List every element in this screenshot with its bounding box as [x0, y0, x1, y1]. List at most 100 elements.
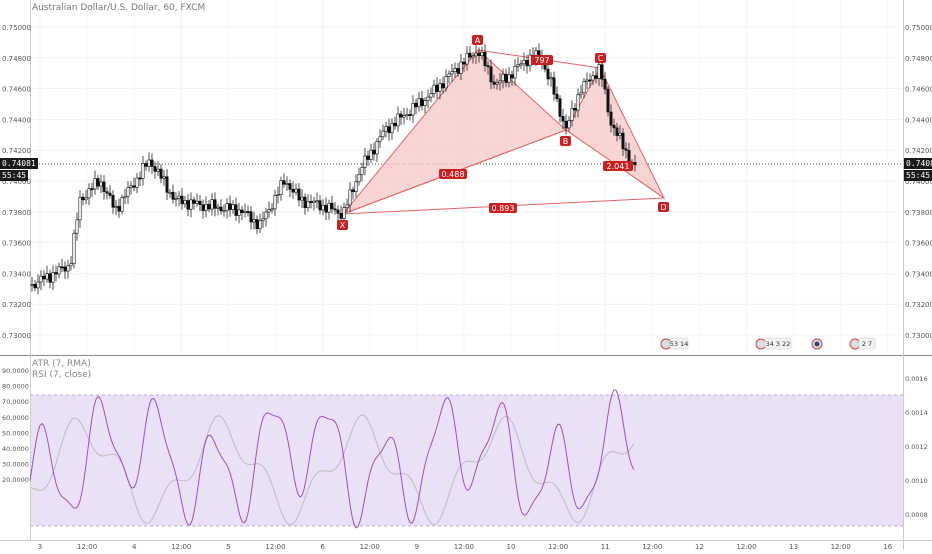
candle-body — [180, 195, 184, 205]
rsi-axis-label: 90.0000 — [2, 367, 29, 375]
candle-body — [84, 197, 88, 201]
candle-body — [270, 208, 274, 211]
candle-body — [96, 178, 100, 187]
candle-body — [333, 208, 337, 211]
candle-body — [372, 149, 376, 155]
point-c-label: C — [598, 54, 604, 63]
candle-body — [315, 200, 319, 203]
candle-body — [186, 200, 190, 210]
candle-body — [381, 130, 385, 138]
price-axis-label: 0.73600 — [905, 240, 932, 248]
price-axis-label: 0.74600 — [905, 86, 932, 94]
candle-body — [360, 167, 364, 175]
candle-body — [477, 52, 481, 57]
candle-body — [321, 204, 325, 211]
last-price-tag-left: 0.74081 — [0, 158, 38, 169]
time-axis-label: 12:00 — [171, 543, 191, 550]
point-a-label: A — [475, 36, 481, 45]
candle-body — [423, 100, 427, 107]
atr-axis-label: 0.0008 — [905, 511, 928, 519]
time-axis-label: 12 — [695, 543, 704, 550]
candle-body — [129, 185, 133, 188]
candle-body — [312, 200, 316, 203]
candle-body — [216, 206, 220, 209]
candle-body — [168, 191, 172, 194]
price-axis-label-left: 0.75000 — [2, 24, 31, 32]
candle-body — [507, 74, 511, 83]
price-axis-label-left: 0.74000 — [2, 178, 31, 186]
candle-body — [249, 211, 253, 223]
rsi-axis-label: 40.0000 — [2, 445, 29, 453]
candle-body — [465, 52, 469, 65]
candle-body — [177, 195, 181, 199]
ratio-xd: 0.893 — [492, 204, 515, 213]
candle-body — [135, 177, 139, 188]
candle-body — [504, 73, 508, 83]
candle-body — [615, 127, 619, 136]
rsi-legend[interactable]: RSI (7, close) — [32, 370, 92, 380]
candle-body — [105, 191, 109, 194]
candle-body — [417, 98, 421, 108]
candle-body — [438, 83, 442, 92]
candle-body — [435, 84, 439, 92]
candle-body — [150, 159, 154, 167]
candle-body — [450, 71, 454, 75]
candle-body — [39, 275, 43, 283]
candle-body — [228, 203, 232, 210]
time-axis-label: 6 — [320, 543, 325, 550]
price-axis-label: 0.73000 — [905, 332, 932, 340]
candle-body — [594, 75, 598, 79]
time-axis-label: 10 — [507, 543, 516, 550]
price-axis-label-left: 0.73400 — [2, 270, 31, 278]
candle-body — [45, 273, 49, 280]
candle-body — [546, 68, 550, 80]
candle-body — [183, 200, 187, 205]
candle-body — [81, 196, 85, 201]
candle-body — [519, 63, 523, 66]
candle-body — [219, 206, 223, 212]
candle-body — [171, 191, 175, 200]
candle-body — [282, 180, 286, 185]
candle-body — [273, 195, 277, 210]
price-axis-label: 0.73400 — [905, 270, 932, 278]
candle-body — [291, 189, 295, 193]
candle-body — [369, 149, 373, 160]
candle-body — [99, 181, 103, 187]
candle-body — [111, 195, 115, 208]
candle-body — [561, 116, 565, 122]
candle-body — [69, 263, 73, 267]
rsi-axis-label: 80.0000 — [2, 383, 29, 391]
candle-body — [276, 194, 280, 197]
candle-body — [579, 92, 583, 96]
time-axis-label: 12:00 — [736, 543, 756, 550]
candle-body — [444, 76, 448, 89]
candle-body — [633, 162, 637, 166]
candle-body — [429, 93, 433, 98]
price-axis-label: 0.75000 — [905, 24, 932, 32]
candle-body — [354, 181, 358, 192]
price-axis-label: 0.73800 — [905, 209, 932, 217]
candle-body — [564, 120, 568, 129]
time-axis-label: 12:00 — [548, 543, 568, 550]
candle-body — [225, 203, 229, 211]
rsi-line — [29, 389, 635, 529]
candle-body — [588, 79, 592, 82]
candle-body — [339, 213, 343, 219]
chart-title: Australian Dollar/U.S. Dollar, 60, FXCM — [32, 3, 206, 13]
candle-body — [90, 188, 94, 191]
candle-body — [117, 205, 121, 212]
event-badge-3-icon[interactable] — [814, 341, 820, 347]
candle-body — [243, 211, 247, 214]
atr-legend[interactable]: ATR (7, RMA) — [32, 359, 91, 369]
rsi-axis-label: 20.0000 — [2, 476, 29, 484]
event-badges[interactable]: 53 14 34 3 22 2 7 — [660, 337, 876, 350]
candle-body — [549, 77, 553, 80]
candle-body — [132, 185, 136, 188]
candle-body — [141, 163, 145, 179]
candle-body — [426, 96, 430, 101]
time-axis-label: 12:00 — [454, 543, 474, 550]
candle-body — [399, 113, 403, 118]
candle-body — [390, 122, 394, 134]
